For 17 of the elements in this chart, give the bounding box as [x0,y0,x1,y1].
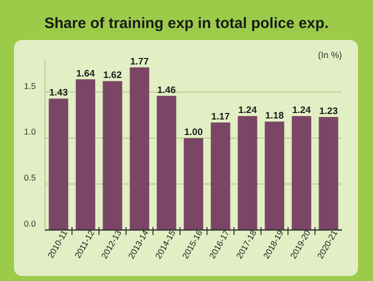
data-label: 1.46 [157,84,176,96]
y-axis-title: (In %) [318,50,342,60]
y-tick-label: 0.0 [24,218,36,229]
data-label: 1.43 [49,88,68,99]
data-label: 1.24 [238,105,258,116]
y-tick-label: 1.5 [24,80,36,91]
chart-title: Share of training exp in total police exp. [44,15,329,32]
data-label: 1.23 [319,106,338,117]
data-label: 1.17 [211,111,230,122]
data-label: 1.18 [265,110,284,122]
data-label: 1.24 [292,105,312,116]
data-label: 1.77 [130,56,149,68]
y-tick-label: 1.0 [24,126,36,137]
data-label: 1.62 [103,70,122,82]
y-tick-label: 0.5 [24,172,36,183]
data-label: 1.00 [184,127,203,138]
data-label: 1.64 [76,68,96,80]
